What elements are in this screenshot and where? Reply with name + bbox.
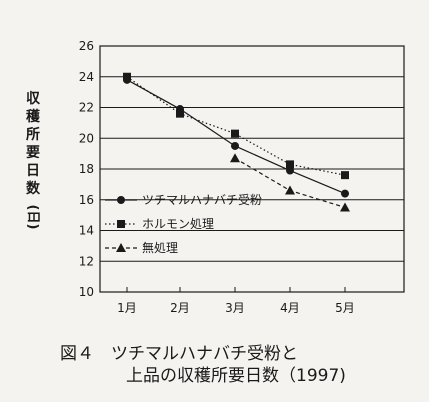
data-point-square (286, 160, 294, 169)
y-axis-label: 収穫所要日数 (日) (25, 90, 41, 229)
data-point-triangle (340, 202, 350, 212)
y-tick-label: 26 (79, 39, 94, 53)
y-tick-label: 12 (79, 254, 94, 268)
y-label-char: 数 (26, 180, 41, 197)
y-tick-label: 24 (79, 70, 94, 84)
data-point-triangle (230, 153, 240, 163)
data-point-square (123, 72, 131, 81)
figure-caption: 図４ ツチマルハナバチ受粉と 上品の収穫所要日数（1997) (60, 343, 346, 387)
data-point-circle (231, 141, 239, 150)
legend-marker-circle (117, 196, 125, 204)
caption-line-2: 上品の収穫所要日数（1997) (126, 366, 346, 386)
series-line-square (126, 76, 346, 176)
x-tick-label: 2月 (170, 301, 190, 315)
y-tick-label: 20 (79, 131, 94, 145)
y-label-char: 要 (26, 145, 40, 161)
data-point-square (176, 109, 184, 118)
x-tick-label: 3月 (225, 301, 245, 315)
data-point-square (231, 129, 239, 138)
y-label-char: (日) (25, 205, 40, 230)
x-tick-label: 1月 (117, 301, 137, 315)
legend-marker-square (117, 220, 125, 228)
legend-label: 無処理 (142, 240, 178, 255)
legend-marker-triangle (116, 243, 126, 252)
y-axis-ticks: 10 12 14 16 18 20 22 24 26 (79, 39, 94, 299)
y-tick-label: 10 (79, 285, 94, 299)
legend-label: ホルモン処理 (142, 217, 214, 231)
y-label-char: 日 (26, 163, 40, 179)
y-tick-label: 16 (79, 193, 94, 207)
x-tick-label: 5月 (335, 301, 355, 315)
data-point-circle (286, 166, 294, 175)
y-tick-label: 22 (79, 101, 94, 115)
x-axis-ticks: 1月 2月 3月 4月 5月 (117, 287, 355, 315)
data-point-triangle (285, 185, 295, 195)
x-tick-label: 4月 (280, 301, 300, 315)
plot-frame (99, 45, 405, 293)
data-point-circle (341, 189, 349, 198)
y-tick-label: 14 (79, 224, 94, 238)
gridlines (100, 76, 404, 262)
legend-label: ツチマルハナバチ受粉 (142, 193, 262, 207)
y-label-char: 所 (26, 126, 40, 143)
series-group (123, 72, 350, 212)
y-label-char: 穫 (26, 108, 41, 125)
y-tick-label: 18 (79, 162, 94, 176)
data-point-square (341, 171, 349, 180)
y-label-char: 収 (26, 90, 41, 107)
caption-line-1: 図４ ツチマルハナバチ受粉と (60, 344, 298, 364)
